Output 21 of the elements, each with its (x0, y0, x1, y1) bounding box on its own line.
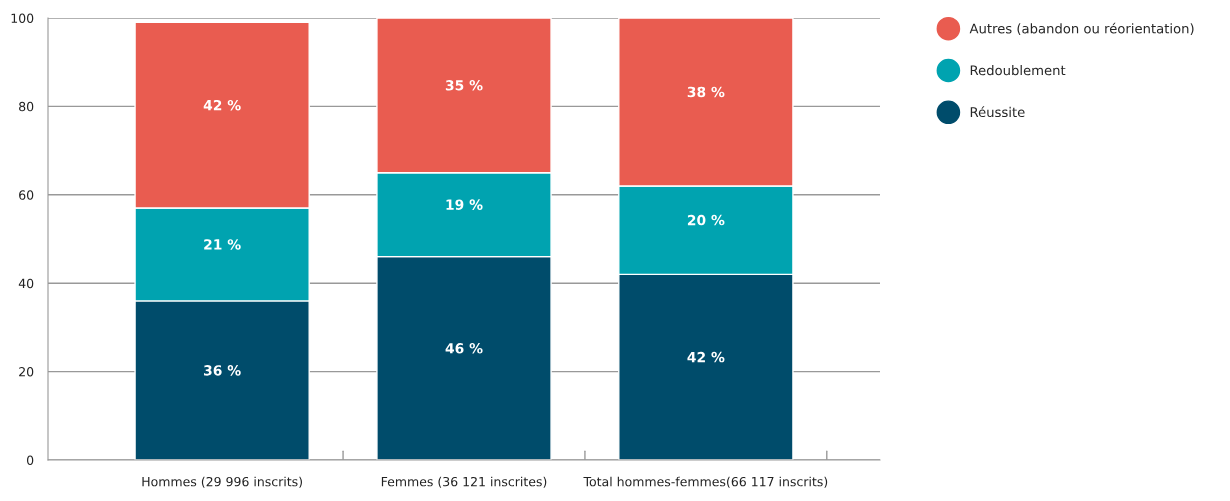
data-label: 19 % (446, 199, 483, 210)
legend-label: Autres (abandon ou réorientation) (969, 22, 1194, 36)
data-label: 20 % (687, 214, 725, 226)
data-label: 38 % (687, 86, 725, 98)
y-tick-label: 0 (26, 455, 34, 465)
x-tick-label: Total hommes-femmes(66 117 inscrits) (583, 476, 828, 488)
data-label: 42 % (687, 351, 725, 363)
x-tick-label: Hommes (29 996 inscrits) (142, 476, 302, 488)
y-tick-label: 100 (11, 13, 34, 23)
data-label: 36 % (204, 365, 241, 376)
y-tick-label: 80 (19, 101, 34, 112)
data-label: 21 % (204, 239, 241, 250)
x-tick-label: Femmes (36 121 inscrites) (381, 476, 547, 488)
data-label: 46 % (445, 343, 483, 354)
y-tick-label: 20 (19, 367, 34, 377)
y-tick-label: 40 (18, 278, 34, 289)
legend-label: Réussite (970, 106, 1025, 118)
data-label: 42 % (203, 99, 241, 111)
y-tick-label: 60 (19, 190, 34, 200)
data-label: 35 % (445, 80, 483, 91)
legend-label: Redoublement (970, 65, 1066, 76)
